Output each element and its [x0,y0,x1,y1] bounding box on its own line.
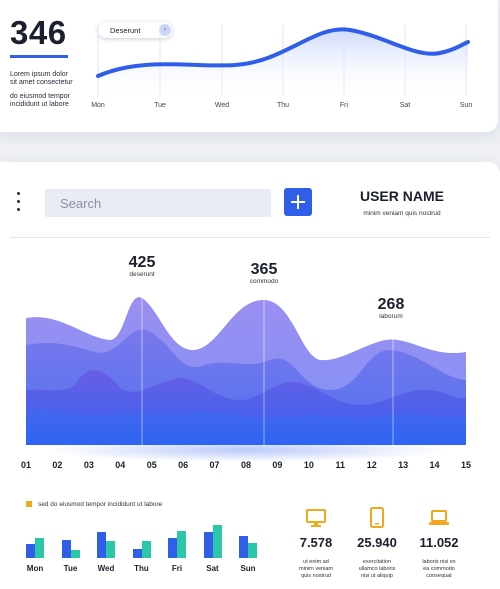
bar-series-b [248,543,257,558]
plus-icon-vertical [297,195,299,209]
x-axis-label: 09 [272,460,283,470]
bar-series-b [35,538,44,558]
bar-series-b [212,525,222,558]
user-name: USER NAME [359,188,444,204]
area-series-4 [26,408,466,445]
peak-value: 425 [128,254,156,271]
stat-caption: exercitation ullamco laboris nisi ut aliqu… [358,559,396,579]
dropdown-label: Deserunt [110,26,141,35]
chevron-right-icon[interactable]: › [159,24,171,36]
search-box [45,189,271,217]
bar-series-a [132,549,142,558]
x-axis-label: 05 [146,460,157,470]
bar-day-label: Thu [134,564,149,573]
weekly-area-fill [98,29,468,96]
x-axis-label: 15 [460,460,471,470]
peak-label: commodo [249,278,279,285]
search-input[interactable] [45,189,271,217]
summary-desc-line: incididunt ut labore [10,101,69,108]
bar-series-b [106,541,115,558]
x-axis-label: 01 [20,460,31,470]
weekly-line-chart [96,25,470,96]
legend-swatch [26,501,32,507]
user-subtitle: minim veniam quis nostrud [363,210,441,217]
peak-value: 365 [250,261,278,278]
summary-desc-line: sit amet consectetur [10,79,73,86]
stat-value: 25.940 [357,535,397,550]
stat-caption: ut enim ad minim veniam quis nostrud [299,559,333,579]
x-axis-label: 12 [366,460,377,470]
x-axis-label: 11 [335,460,346,470]
x-axis-label: 04 [115,460,126,470]
stat-value: 11.052 [419,535,459,550]
bar-day-label: Wed [97,564,115,573]
add-button[interactable] [284,188,312,216]
day-label: Fri [339,102,349,109]
stat-value: 7.578 [299,535,333,550]
x-axis-label: 10 [303,460,314,470]
x-axis-label: 02 [52,460,63,470]
x-axis-label: 08 [240,460,251,470]
bar-series-b [70,550,80,558]
peak-label: deserunt [129,271,155,278]
summary-total-value: 346 [10,14,67,51]
bar-series-a [203,532,213,558]
x-axis-label: 06 [178,460,189,470]
kebab-menu-icon[interactable] [17,192,21,216]
x-axis-label: 03 [83,460,94,470]
summary-underline [10,55,68,58]
bar-series-a [168,538,177,558]
day-label: Sat [399,102,411,109]
bar-series-b [141,541,151,558]
x-axis-label: 14 [429,460,440,470]
peak-value: 268 [377,296,405,313]
x-axis-label: 13 [398,460,409,470]
weekly-line [96,27,470,78]
bar-series-b [177,531,186,558]
summary-desc-line: do eiusmod tempor [10,93,70,100]
summary-description-2: do eiusmod tempor incididunt ut labore [10,93,70,109]
laptop-icon [429,510,449,525]
summary-description: Lorem ipsum dolor sit amet consectetur [10,71,73,87]
bar-series-a [26,544,35,558]
day-label: Wed [214,102,230,109]
bar-day-label: Sat [206,564,219,573]
day-label: Sun [459,102,473,109]
bar-day-label: Mon [26,564,44,573]
day-label: Tue [154,102,166,109]
bar-series-a [97,532,106,558]
legend-text: sed do eiusmod tempor incididunt ut labo… [38,501,163,508]
x-axis-label: 07 [209,460,220,470]
tablet-icon [370,507,384,528]
bar-day-label: Fri [171,564,183,573]
bar-day-label: Sun [240,564,256,573]
bar-chart [20,518,270,558]
peak-markers [141,290,394,445]
monitor-icon [306,509,326,527]
peak-label: laborum [379,313,403,320]
bar-day-label: Tue [63,564,78,573]
day-label: Mon [91,102,105,109]
area-chart [26,290,466,462]
deserunt-dropdown[interactable] [98,22,172,38]
bar-series-a [61,540,71,558]
summary-desc-line: Lorem ipsum dolor [10,71,68,78]
stat-caption: laboris nisi ex ea commodo consequat [422,559,456,579]
day-label: Thu [276,102,290,109]
header-divider [10,237,490,238]
bar-series-a [239,536,248,558]
